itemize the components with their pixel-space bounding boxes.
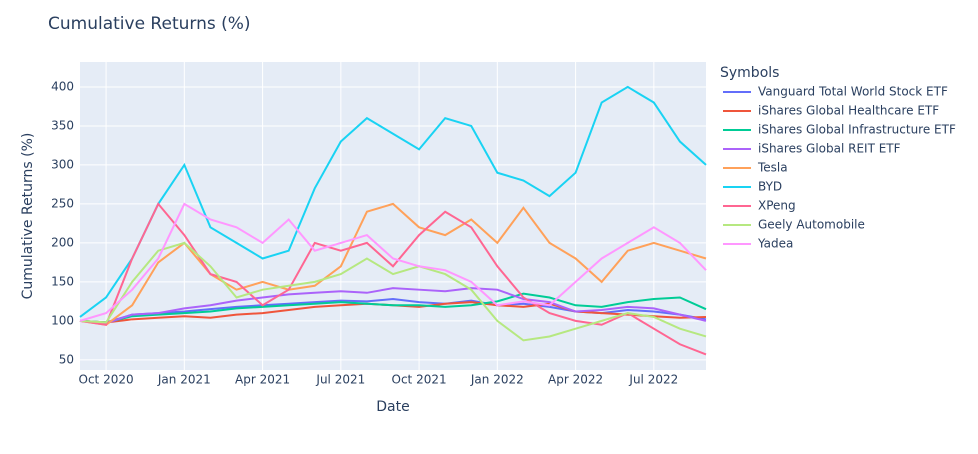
x-tick-label: Jan 2022 xyxy=(470,373,524,387)
x-tick-label: Oct 2020 xyxy=(79,373,134,387)
y-tick-label: 400 xyxy=(51,79,74,93)
legend-label: iShares Global Infrastructure ETF xyxy=(758,123,956,137)
series-line xyxy=(79,202,707,322)
x-tick-label: Apr 2022 xyxy=(548,373,603,387)
series-line xyxy=(79,85,707,318)
x-tick-label: Jan 2021 xyxy=(157,373,211,387)
chart-title: Cumulative Returns (%) xyxy=(48,14,251,34)
x-tick-label: Oct 2021 xyxy=(392,373,447,387)
y-tick-label: 250 xyxy=(51,196,74,210)
plot-area xyxy=(80,62,706,370)
legend-label: Vanguard Total World Stock ETF xyxy=(758,85,948,99)
y-tick-label: 350 xyxy=(51,118,74,132)
legend-title: Symbols xyxy=(720,65,779,81)
series-line xyxy=(79,292,707,324)
y-axis-title: Cumulative Returns (%) xyxy=(20,133,36,300)
legend-label: BYD xyxy=(758,180,782,194)
legend-label: XPeng xyxy=(758,199,796,213)
x-tick-label: Jul 2022 xyxy=(628,373,678,387)
legend-label: Geely Automobile xyxy=(758,218,865,232)
series-line xyxy=(79,202,707,356)
y-tick-label: 150 xyxy=(51,274,74,288)
y-tick-label: 100 xyxy=(51,313,74,327)
series-line xyxy=(79,287,707,325)
legend-label: Yadea xyxy=(757,237,793,251)
legend-label: iShares Global REIT ETF xyxy=(758,142,901,156)
x-tick-label: Apr 2021 xyxy=(235,373,290,387)
series-line xyxy=(79,241,707,342)
y-tick-label: 300 xyxy=(51,157,74,171)
y-tick-label: 50 xyxy=(59,352,74,366)
x-axis-title: Date xyxy=(376,399,409,415)
x-tick-label: Jul 2021 xyxy=(315,373,365,387)
y-tick-label: 200 xyxy=(51,235,74,249)
legend-label: Tesla xyxy=(757,161,788,175)
legend-label: iShares Global Healthcare ETF xyxy=(758,104,939,118)
